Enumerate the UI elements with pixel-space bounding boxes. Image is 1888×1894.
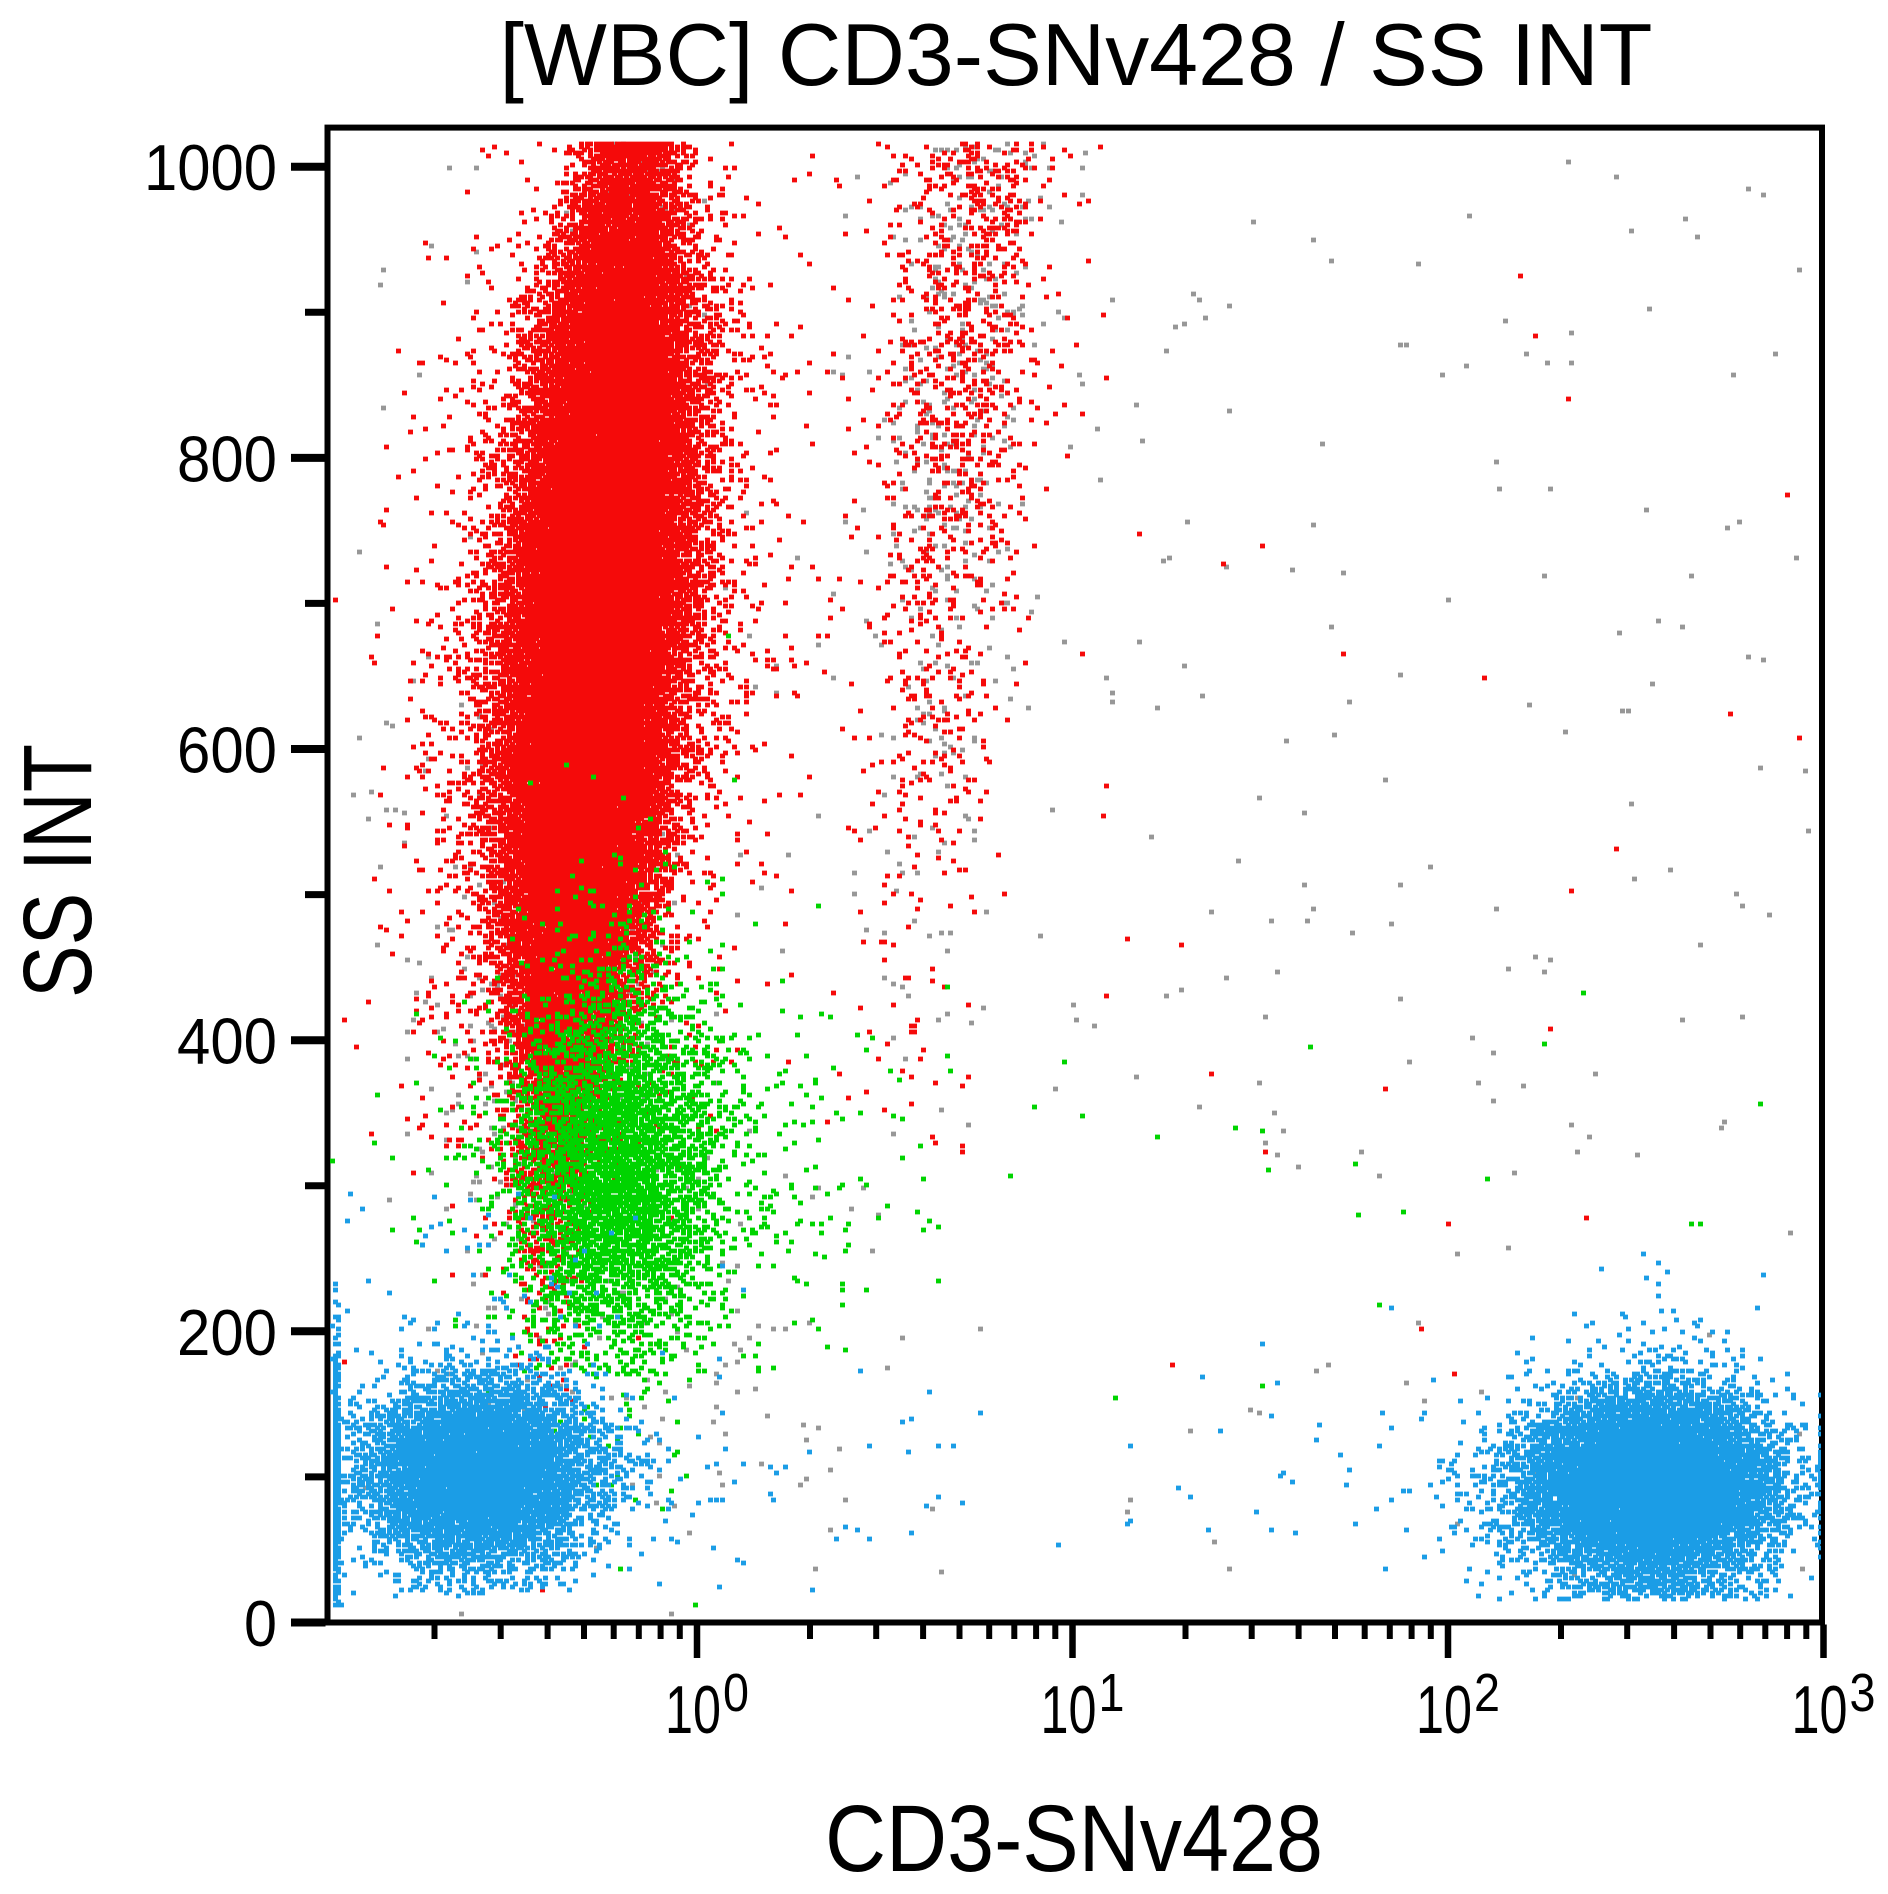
svg-text:10: 10 [1416,1672,1472,1748]
svg-text:10: 10 [1792,1672,1848,1748]
svg-text:3: 3 [1850,1663,1876,1723]
svg-text:2: 2 [1474,1663,1500,1723]
svg-text:1000: 1000 [144,131,277,204]
svg-text:200: 200 [177,1296,277,1369]
svg-text:0: 0 [244,1587,277,1660]
svg-text:600: 600 [177,714,277,787]
svg-text:800: 800 [177,422,277,495]
svg-text:10: 10 [665,1672,721,1748]
svg-text:10: 10 [1041,1672,1097,1748]
svg-text:SS INT: SS INT [3,744,112,998]
svg-text:400: 400 [177,1005,277,1078]
svg-text:1: 1 [1099,1663,1125,1723]
svg-text:CD3-SNv428: CD3-SNv428 [825,1786,1323,1892]
svg-text:[WBC] CD3-SNv428 / SS INT: [WBC] CD3-SNv428 / SS INT [500,5,1653,104]
svg-text:0: 0 [723,1663,749,1723]
